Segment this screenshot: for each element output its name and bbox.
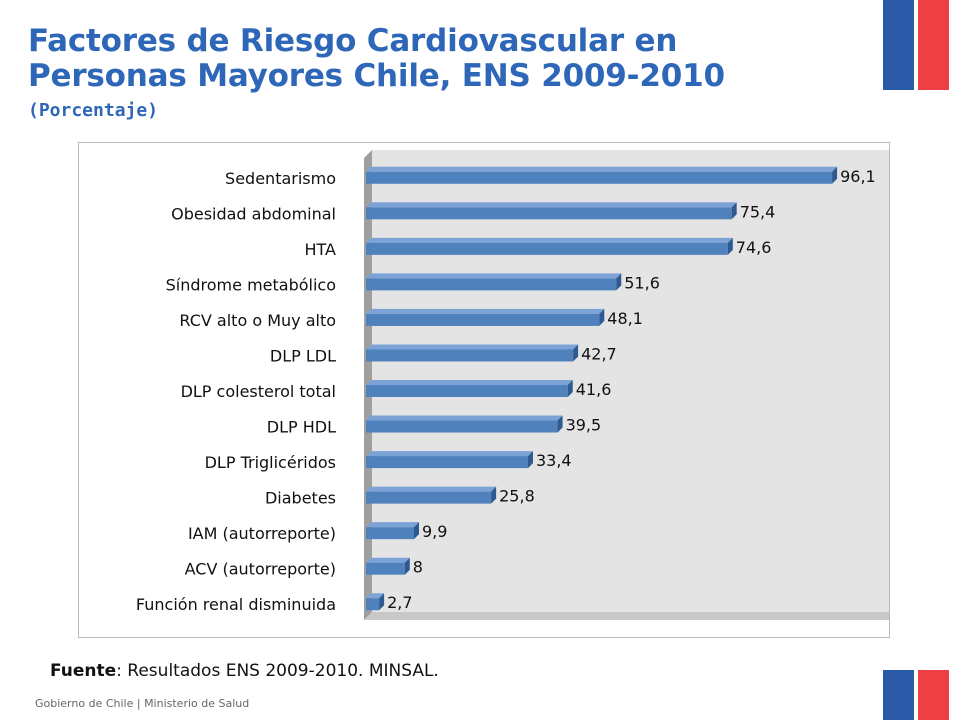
plot-back-wall	[364, 150, 889, 620]
value-label: 8	[413, 558, 423, 577]
value-label: 48,1	[607, 309, 643, 328]
bar-top-9	[366, 451, 533, 457]
bar-top-2	[366, 202, 737, 208]
bar-side-5	[599, 308, 605, 326]
value-label: 96,1	[840, 167, 876, 186]
chile-flag-logo-bottom	[883, 670, 949, 720]
category-label: IAM (autorreporte)	[188, 524, 336, 543]
bar-side-7	[567, 380, 573, 397]
footer-ministry: Gobierno de Chile | Ministerio de Salud	[35, 697, 250, 710]
category-label: Obesidad abdominal	[171, 204, 336, 223]
bar-7	[366, 385, 568, 397]
page-title: Factores de Riesgo Cardiovascular en Per…	[28, 24, 725, 94]
source-note: Fuente: Resultados ENS 2009-2010. MINSAL…	[50, 661, 439, 681]
bar-5	[366, 313, 600, 326]
source-text: : Resultados ENS 2009-2010. MINSAL.	[116, 661, 439, 681]
category-label: RCV alto o Muy alto	[179, 311, 336, 330]
bar-side-4	[616, 273, 622, 291]
category-label: DLP Triglicéridos	[205, 453, 336, 472]
bar-8	[366, 420, 558, 433]
value-label: 2,7	[387, 593, 412, 612]
value-label: 33,4	[536, 451, 572, 470]
bar-side-2	[731, 202, 737, 220]
bar-side-6	[573, 344, 579, 362]
bar-top-6	[366, 344, 579, 350]
bar-6	[366, 349, 574, 362]
value-label: 9,9	[422, 522, 447, 541]
category-label: Función renal disminuida	[136, 595, 336, 614]
bar-4	[366, 278, 617, 291]
page-subtitle: (Porcentaje)	[28, 100, 159, 121]
title-line-2: Personas Mayores Chile, ENS 2009-2010	[28, 58, 725, 94]
chile-flag-logo-top	[883, 0, 949, 90]
bar-top-4	[366, 273, 622, 279]
bar-top-11	[366, 522, 420, 528]
value-label: 75,4	[740, 202, 776, 221]
bar-13	[366, 598, 380, 611]
chart-container: Sedentarismo 96,1 Obesidad abdominal 75,4 HT…	[78, 142, 890, 638]
category-label: HTA	[304, 240, 336, 259]
bar-top-10	[366, 486, 497, 492]
source-label: Fuente	[50, 661, 117, 681]
bar-top-1	[366, 166, 838, 172]
bar-side-8	[557, 415, 563, 433]
bar-top-8	[366, 415, 563, 421]
value-label: 74,6	[736, 238, 772, 257]
category-label: Sedentarismo	[225, 169, 336, 188]
bar-side-10	[491, 486, 497, 504]
bar-top-7	[366, 380, 573, 385]
value-label: 42,7	[581, 344, 617, 363]
bar-2	[366, 207, 732, 220]
bar-11	[366, 527, 415, 540]
bar-12	[366, 562, 405, 575]
bar-10	[366, 491, 492, 504]
value-label: 39,5	[566, 416, 602, 435]
category-label: Diabetes	[265, 489, 336, 508]
value-label: 51,6	[624, 273, 660, 292]
bar-1	[366, 171, 833, 184]
bar-9	[366, 456, 528, 469]
bar-side-11	[414, 522, 420, 540]
category-label: ACV (autorreporte)	[185, 560, 336, 579]
bar-top-5	[366, 308, 605, 314]
category-label: Síndrome metabólico	[166, 275, 336, 294]
bar-top-12	[366, 557, 410, 563]
bar-top-3	[366, 237, 733, 243]
bar-top-13	[366, 593, 385, 599]
value-label: 41,6	[576, 380, 612, 399]
bar-side-1	[832, 166, 838, 184]
title-line-1: Factores de Riesgo Cardiovascular en	[28, 23, 678, 59]
bar-side-12	[404, 557, 410, 575]
value-label: 25,8	[499, 487, 535, 506]
bar-side-3	[727, 237, 733, 255]
bar-3	[366, 242, 728, 255]
category-label: DLP LDL	[270, 346, 336, 365]
plot-floor	[364, 612, 889, 620]
bar-side-13	[379, 593, 385, 611]
bar-side-9	[527, 451, 533, 469]
category-label: DLP colesterol total	[181, 382, 336, 401]
bar-chart: Sedentarismo 96,1 Obesidad abdominal 75,4 HT…	[136, 150, 889, 620]
category-label: DLP HDL	[267, 418, 336, 437]
